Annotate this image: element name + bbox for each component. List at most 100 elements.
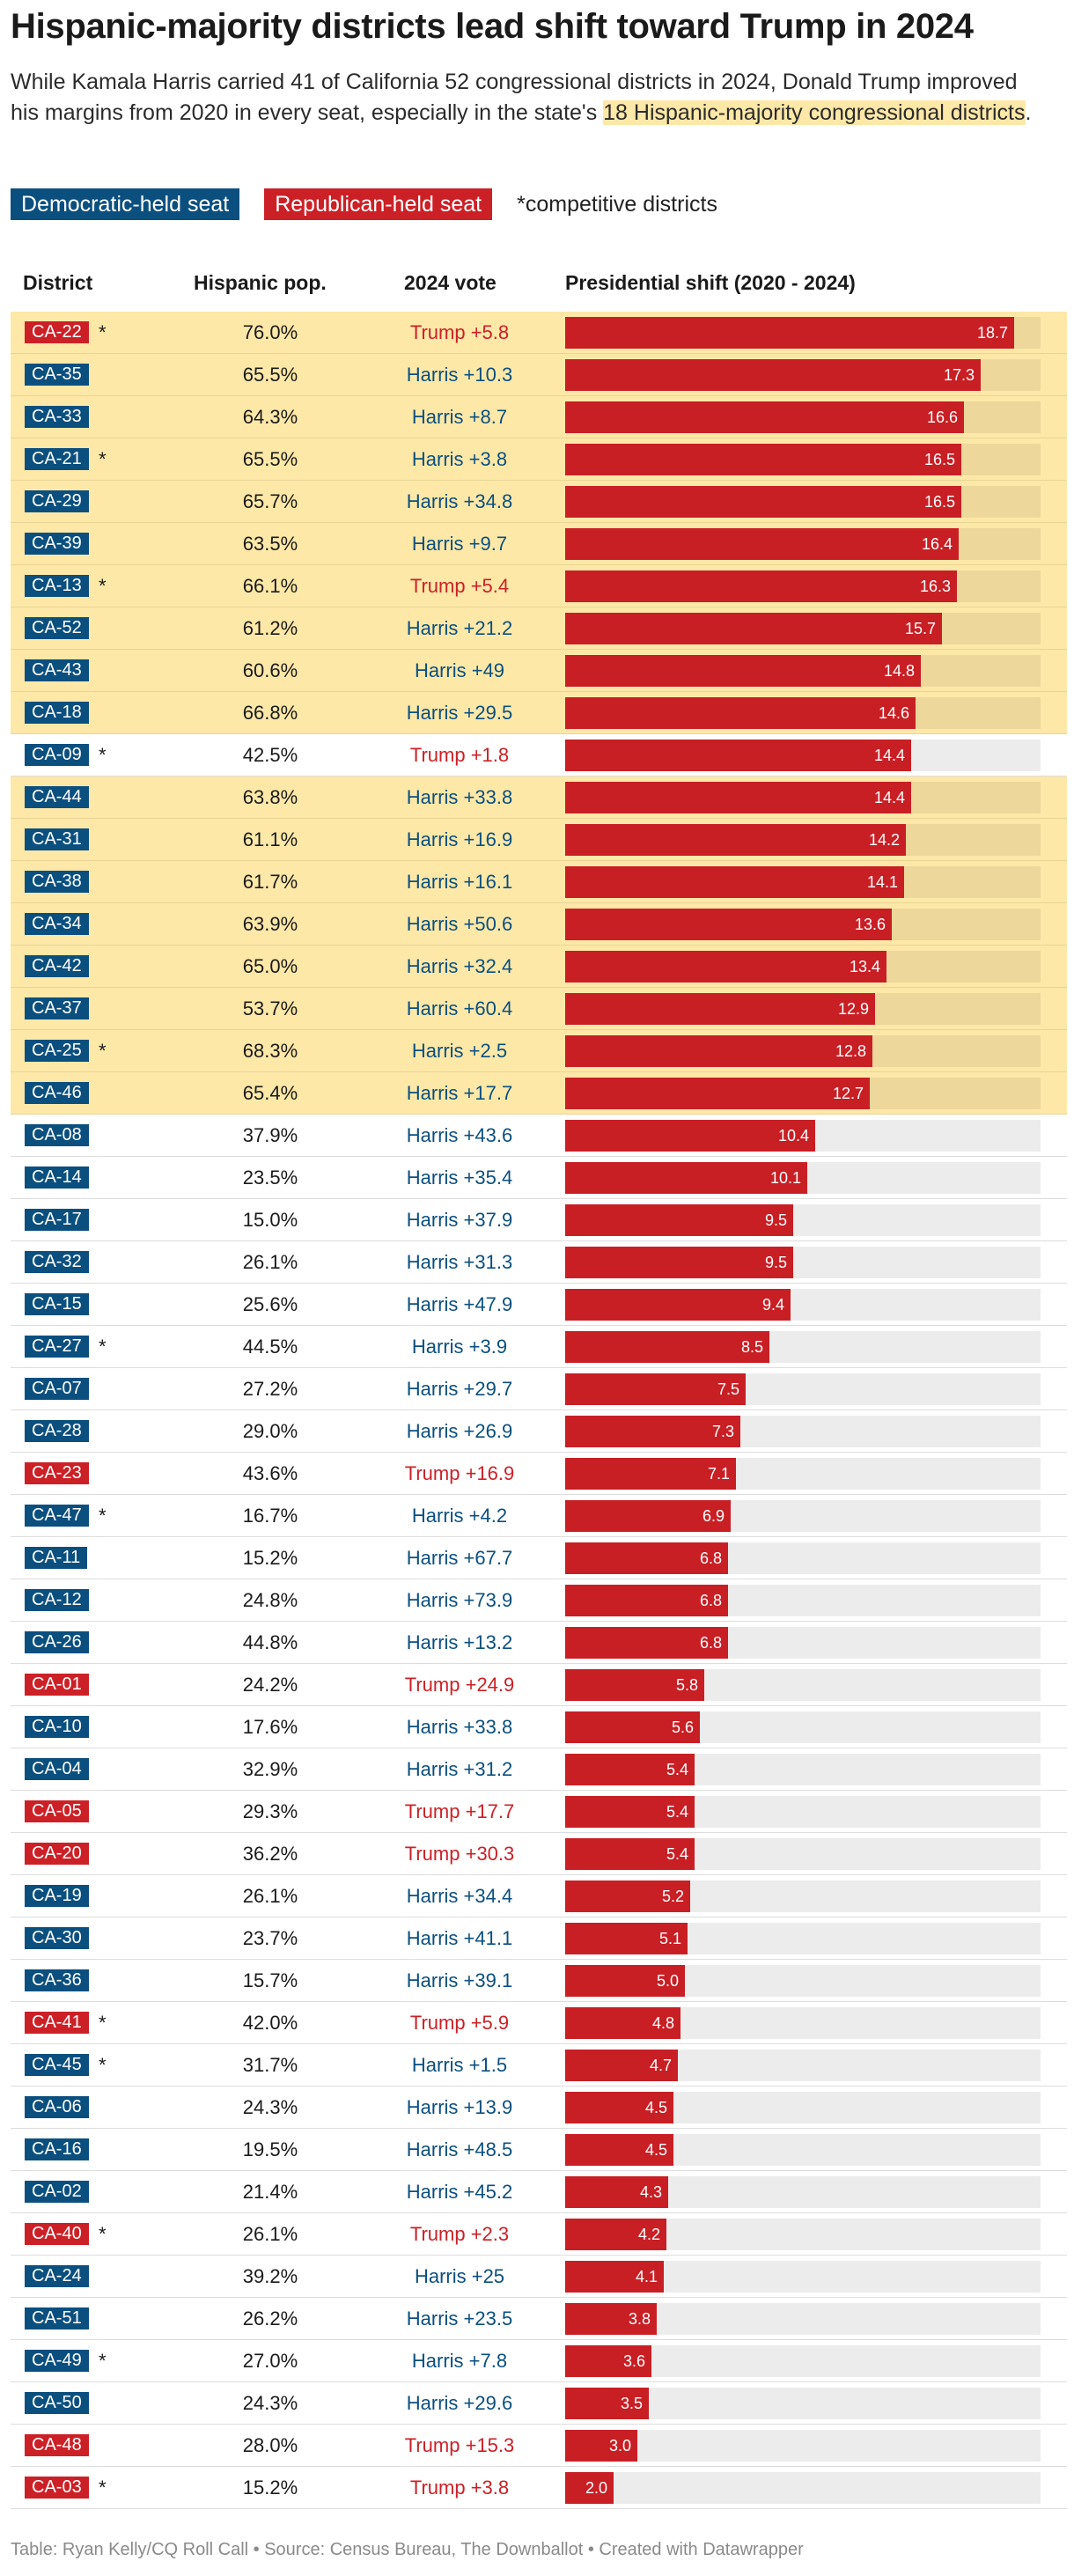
table-row: CA-14 23.5% Harris +35.4 10.1 <box>11 1157 1067 1199</box>
table-row: CA-18 66.8% Harris +29.5 14.6 <box>11 692 1067 734</box>
shift-bar-label: 14.4 <box>873 747 905 764</box>
shift-bar: 9.4 <box>565 1289 791 1321</box>
district-badge: CA-31 <box>25 828 89 850</box>
district-badge: CA-02 <box>25 2181 89 2203</box>
column-header-hispanic[interactable]: Hispanic pop. <box>194 271 327 294</box>
district-badge: CA-07 <box>25 1378 89 1400</box>
shift-bar-label: 6.8 <box>699 1549 722 1567</box>
shift-bar-track: 14.8 <box>565 655 1041 687</box>
shift-bar: 18.7 <box>565 317 1014 349</box>
hispanic-pop-value: 68.3% <box>242 1040 298 1062</box>
legend-dem-chip: Democratic-held seat <box>11 188 240 220</box>
shift-bar-label: 16.5 <box>923 493 955 511</box>
shift-bar-label: 7.3 <box>711 1423 734 1440</box>
shift-bar: 3.6 <box>565 2345 651 2377</box>
hispanic-pop-value: 26.2% <box>242 2307 298 2329</box>
shift-bar-track: 6.8 <box>565 1542 1041 1574</box>
hispanic-pop-value: 27.2% <box>242 1378 298 1400</box>
competitive-marker: * <box>99 2477 107 2499</box>
shift-bar: 4.1 <box>565 2261 664 2293</box>
hispanic-pop-value: 15.7% <box>242 1969 298 1991</box>
district-badge: CA-29 <box>25 490 89 512</box>
table-row: CA-15 25.6% Harris +47.9 9.4 <box>11 1284 1067 1326</box>
shift-bar-label: 2.0 <box>585 2479 607 2497</box>
shift-bar-label: 4.2 <box>637 2226 660 2243</box>
table-row: CA-29 65.7% Harris +34.8 16.5 <box>11 481 1067 523</box>
shift-bar-label: 18.7 <box>976 324 1008 342</box>
legend-rep-chip: Republican-held seat <box>264 188 493 220</box>
table-row: CA-51 26.2% Harris +23.5 3.8 <box>11 2298 1067 2340</box>
hispanic-pop-value: 42.5% <box>242 744 298 766</box>
district-badge: CA-51 <box>25 2307 89 2329</box>
shift-bar: 5.4 <box>565 1754 695 1785</box>
chart-title: Hispanic-majority districts lead shift t… <box>11 7 974 46</box>
district-badge: CA-37 <box>25 997 89 1019</box>
shift-bar: 6.8 <box>565 1585 728 1616</box>
shift-bar-track: 10.4 <box>565 1120 1041 1152</box>
vote-margin-value: Harris +2.5 <box>411 1040 508 1062</box>
shift-bar-track: 5.2 <box>565 1880 1041 1912</box>
table-row: CA-42 65.0% Harris +32.4 13.4 <box>11 946 1067 988</box>
shift-bar-label: 17.3 <box>943 366 975 384</box>
competitive-marker: * <box>99 448 107 470</box>
column-header-shift[interactable]: Presidential shift (2020 - 2024) <box>565 271 856 294</box>
table-row: CA-52 61.2% Harris +21.2 15.7 <box>11 607 1067 650</box>
district-badge: CA-38 <box>25 871 89 893</box>
shift-bar: 12.7 <box>565 1078 870 1109</box>
column-header-district[interactable]: District <box>23 271 93 294</box>
column-header-vote[interactable]: 2024 vote <box>404 271 497 294</box>
vote-margin-value: Trump +24.9 <box>404 1674 515 1696</box>
vote-margin-value: Harris +73.9 <box>406 1589 513 1611</box>
hispanic-pop-value: 21.4% <box>242 2181 298 2203</box>
district-badge: CA-18 <box>25 702 89 724</box>
district-badge: CA-39 <box>25 533 89 555</box>
shift-bar-track: 14.1 <box>565 866 1041 898</box>
shift-bar-track: 5.4 <box>565 1838 1041 1870</box>
shift-bar-label: 3.8 <box>628 2310 651 2328</box>
shift-bar-track: 16.5 <box>565 486 1041 518</box>
hispanic-pop-value: 17.6% <box>242 1716 298 1738</box>
table-row: CA-33 64.3% Harris +8.7 16.6 <box>11 396 1067 438</box>
table-row: CA-48 28.0% Trump +15.3 3.0 <box>11 2425 1067 2467</box>
vote-margin-value: Trump +3.8 <box>409 2477 510 2499</box>
vote-margin-value: Harris +47.9 <box>406 1293 513 1315</box>
hispanic-pop-value: 24.2% <box>242 1674 298 1696</box>
district-badge: CA-09 <box>25 744 89 766</box>
shift-bar-track: 12.7 <box>565 1078 1041 1109</box>
shift-bar-label: 5.8 <box>675 1676 698 1694</box>
hispanic-pop-value: 16.7% <box>242 1505 298 1527</box>
shift-bar-track: 6.9 <box>565 1500 1041 1532</box>
shift-bar: 5.0 <box>565 1965 685 1997</box>
shift-bar: 5.6 <box>565 1711 700 1743</box>
table-row: CA-49 * 27.0% Harris +7.8 3.6 <box>11 2340 1067 2382</box>
shift-bar-track: 10.1 <box>565 1162 1041 1194</box>
vote-margin-value: Harris +21.2 <box>406 617 513 639</box>
vote-margin-value: Trump +30.3 <box>404 1843 515 1865</box>
shift-bar-track: 5.4 <box>565 1754 1041 1785</box>
shift-bar-track: 4.1 <box>565 2261 1041 2293</box>
table-row: CA-46 65.4% Harris +17.7 12.7 <box>11 1072 1067 1115</box>
district-badge: CA-22 <box>25 321 89 343</box>
shift-bar-track: 5.1 <box>565 1923 1041 1954</box>
hispanic-pop-value: 64.3% <box>242 406 298 428</box>
shift-bar-label: 7.1 <box>707 1465 730 1483</box>
shift-bar-label: 3.0 <box>608 2437 631 2455</box>
table-row: CA-50 24.3% Harris +29.6 3.5 <box>11 2382 1067 2425</box>
footer-credits: Table: Ryan Kelly/CQ Roll Call • Source:… <box>11 2540 804 2559</box>
table-row: CA-35 65.5% Harris +10.3 17.3 <box>11 354 1067 396</box>
shift-bar: 5.8 <box>565 1669 704 1701</box>
shift-bar-track: 7.1 <box>565 1458 1041 1490</box>
table-row: CA-10 17.6% Harris +33.8 5.6 <box>11 1706 1067 1748</box>
shift-bar: 16.5 <box>565 444 961 475</box>
shift-bar-track: 18.7 <box>565 317 1041 349</box>
district-badge: CA-36 <box>25 1969 89 1991</box>
shift-bar-label: 16.4 <box>921 535 953 553</box>
shift-bar: 10.4 <box>565 1120 815 1152</box>
shift-bar-label: 4.3 <box>639 2183 662 2201</box>
shift-bar: 4.8 <box>565 2007 680 2039</box>
vote-margin-value: Harris +33.8 <box>406 786 513 808</box>
table-row: CA-28 29.0% Harris +26.9 7.3 <box>11 1410 1067 1453</box>
shift-bar-track: 3.6 <box>565 2345 1041 2377</box>
table-row: CA-13 * 66.1% Trump +5.4 16.3 <box>11 565 1067 607</box>
table-row: CA-36 15.7% Harris +39.1 5.0 <box>11 1960 1067 2002</box>
